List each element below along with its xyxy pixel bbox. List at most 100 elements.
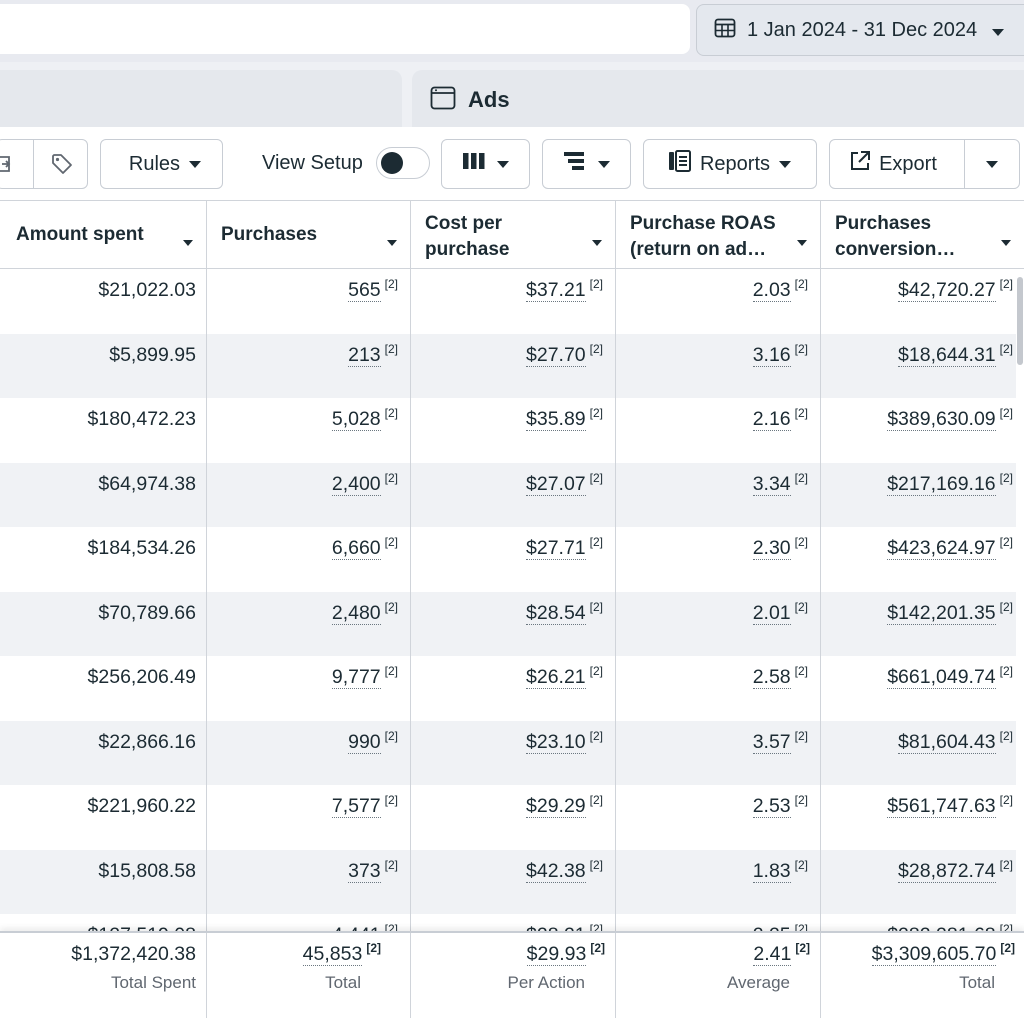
table-cell[interactable]: 2.30 [2] xyxy=(0,527,808,592)
table-cell[interactable]: $28.54 [2] xyxy=(0,592,603,657)
cell-value: $423,624.97 xyxy=(887,537,996,560)
tab-ad-sets[interactable] xyxy=(0,70,402,130)
cell-value: 2.25 xyxy=(752,924,791,931)
table-row[interactable]: $70,789.66 2,480 [2] $28.54 [2] 2.01 [2] $142,2… xyxy=(0,591,1016,657)
footnote-marker: [2] xyxy=(999,857,1013,872)
table-cell[interactable]: $217,169.16 [2] xyxy=(0,463,1013,528)
column-header-label: Amount spent xyxy=(16,224,144,245)
table-cell[interactable]: $42.38 [2] xyxy=(0,850,603,915)
table-row[interactable]: $15,808.58 373 [2] $42.38 [2] 1.83 [2] $28,872.… xyxy=(0,849,1016,915)
footnote-marker: [2] xyxy=(999,470,1013,485)
table-row[interactable]: $21,022.03 565 [2] $37.21 [2] 2.03 [2] $42,720.… xyxy=(0,269,1016,334)
table-row[interactable]: $22,866.16 990 [2] $23.10 [2] 3.57 [2] $81,604.… xyxy=(0,720,1016,786)
vertical-scrollbar[interactable] xyxy=(1016,269,1024,931)
table-row[interactable]: $127,519.084,441[2]$28.21[2]2.25[2]$282,… xyxy=(0,914,1016,931)
columns-button[interactable] xyxy=(441,139,530,189)
table-cell[interactable]: 2,400 [2] xyxy=(0,463,398,528)
table-cell[interactable]: $27.71 [2] xyxy=(0,527,603,592)
total-cell: 2.41 [2] Average xyxy=(620,933,810,1018)
sort-caret-icon[interactable] xyxy=(591,230,603,256)
table-cell[interactable]: $661,049.74 [2] xyxy=(0,656,1013,721)
table-cell[interactable]: 2.16 [2] xyxy=(0,398,808,463)
total-value[interactable]: $29.93 [2] xyxy=(526,941,605,966)
table-cell[interactable]: $37.21 [2] xyxy=(0,269,603,334)
table-cell[interactable]: 7,577 [2] xyxy=(0,785,398,850)
total-value[interactable]: 2.41 [2] xyxy=(753,941,810,966)
table-cell[interactable]: 4,441[2] xyxy=(0,914,398,931)
footnote-marker: [2] xyxy=(589,857,603,872)
table-cell[interactable]: 565 [2] xyxy=(0,269,398,334)
table-row[interactable]: $256,206.49 9,777 [2] $26.21 [2] 2.58 [2] $661,… xyxy=(0,656,1016,721)
external-link-icon xyxy=(849,150,871,178)
cell-value: $5,899.95 xyxy=(109,343,196,366)
table-cell[interactable]: 2,480 [2] xyxy=(0,592,398,657)
table-row[interactable]: $5,899.95 213 [2] $27.70 [2] 3.16 [2] $18,644.3… xyxy=(0,333,1016,399)
scrollbar-thumb[interactable] xyxy=(1017,277,1023,365)
table-cell[interactable]: $28,872.74 [2] xyxy=(0,850,1013,915)
table-cell[interactable]: 3.16 [2] xyxy=(0,334,808,399)
total-value[interactable]: $3,309,605.70 [2] xyxy=(871,941,1015,966)
sort-caret-icon[interactable] xyxy=(796,230,808,256)
table-cell[interactable]: $81,604.43 [2] xyxy=(0,721,1013,786)
column-header-amount-spent[interactable]: Amount spent xyxy=(0,201,206,269)
export-dropdown-button[interactable] xyxy=(964,139,1020,189)
date-range-picker[interactable]: 1 Jan 2024 - 31 Dec 2024 xyxy=(696,4,1024,56)
sort-caret-icon[interactable] xyxy=(182,230,194,256)
table-cell[interactable]: $29.29 [2] xyxy=(0,785,603,850)
table-cell[interactable]: 213 [2] xyxy=(0,334,398,399)
rules-button[interactable]: Rules xyxy=(100,139,223,189)
breakdown-button[interactable] xyxy=(542,139,631,189)
view-setup-toggle[interactable] xyxy=(376,147,430,179)
column-header-cost-per-purchase[interactable]: Cost per purchase xyxy=(410,201,615,269)
cell-value: $27.71 xyxy=(526,537,586,560)
footnote-marker: [2] xyxy=(794,341,808,356)
table-cell[interactable]: 3.34 [2] xyxy=(0,463,808,528)
export-label: Export xyxy=(879,152,937,175)
table-cell[interactable]: 6,660 [2] xyxy=(0,527,398,592)
table-cell[interactable]: $28.21[2] xyxy=(0,914,603,931)
table-cell[interactable]: $423,624.97 [2] xyxy=(0,527,1013,592)
column-header-purchases-conversion-value[interactable]: Purchases conversion… xyxy=(820,201,1024,269)
table-cell[interactable]: $389,630.09 [2] xyxy=(0,398,1013,463)
table-cell[interactable]: 9,777 [2] xyxy=(0,656,398,721)
table-cell[interactable]: 373 [2] xyxy=(0,850,398,915)
table-cell[interactable]: $42,720.27 [2] xyxy=(0,269,1013,334)
table-row[interactable]: $221,960.22 7,577 [2] $29.29 [2] 2.53 [2] $561,… xyxy=(0,785,1016,850)
reports-button[interactable]: Reports xyxy=(643,139,817,189)
table-cell[interactable]: 5,028 [2] xyxy=(0,398,398,463)
sort-caret-icon[interactable] xyxy=(1000,230,1012,256)
table-cell[interactable]: $142,201.35 [2] xyxy=(0,592,1013,657)
total-label: Per Action xyxy=(507,973,586,992)
export-button[interactable]: Export xyxy=(829,139,965,189)
table-cell[interactable]: 990 [2] xyxy=(0,721,398,786)
footnote-marker: [2] xyxy=(589,793,603,807)
duplicate-icon[interactable] xyxy=(0,140,33,188)
table-row[interactable]: $180,472.23 5,028 [2] $35.89 [2] 2.16 [2] $389,… xyxy=(0,398,1016,463)
table-cell[interactable]: $27.07 [2] xyxy=(0,463,603,528)
table-row[interactable]: $64,974.38 2,400 [2] $27.07 [2] 3.34 [2] $217,1… xyxy=(0,462,1016,528)
table-cell[interactable]: $27.70 [2] xyxy=(0,334,603,399)
cell-value: 3.16 xyxy=(752,343,791,367)
table-cell[interactable]: $18,644.31 [2] xyxy=(0,334,1013,399)
table-cell[interactable]: 2.58 [2] xyxy=(0,656,808,721)
table-cell[interactable]: $23.10 [2] xyxy=(0,721,603,786)
sort-caret-icon[interactable] xyxy=(386,230,398,256)
total-value[interactable]: 45,853 [2] xyxy=(302,941,381,966)
table-row[interactable]: $184,534.26 6,660 [2] $27.71 [2] 2.30 [2] $423,… xyxy=(0,527,1016,592)
table-cell[interactable]: $561,747.63 [2] xyxy=(0,785,1013,850)
table-cell[interactable]: 2.53 [2] xyxy=(0,785,808,850)
view-setup-label: View Setup xyxy=(262,152,363,174)
table-cell[interactable]: 2.03 [2] xyxy=(0,269,808,334)
column-header-purchases[interactable]: Purchases xyxy=(206,201,410,269)
table-cell[interactable]: $282,281.68[2] xyxy=(0,914,1013,931)
table-cell[interactable]: $26.21 [2] xyxy=(0,656,603,721)
table-cell[interactable]: 2.01 [2] xyxy=(0,592,808,657)
table-cell[interactable]: 3.57 [2] xyxy=(0,721,808,786)
table-cell[interactable]: 1.83 [2] xyxy=(0,850,808,915)
tag-icon[interactable] xyxy=(34,140,89,188)
column-header-purchase-roas[interactable]: Purchase ROAS (return on ad… xyxy=(615,201,820,269)
tab-ads[interactable]: Ads xyxy=(412,70,1024,130)
search-input[interactable] xyxy=(0,4,690,54)
table-cell[interactable]: 2.25[2] xyxy=(0,914,808,931)
table-cell[interactable]: $35.89 [2] xyxy=(0,398,603,463)
